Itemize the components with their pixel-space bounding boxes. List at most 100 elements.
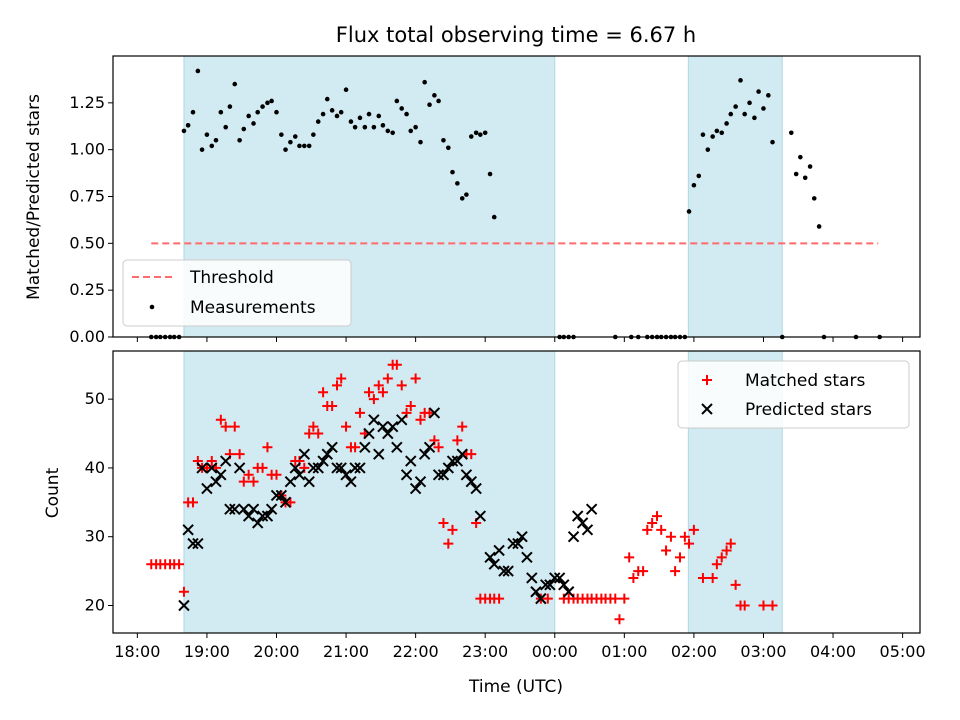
matched-star-marker — [336, 373, 347, 384]
matched-star-marker — [354, 407, 365, 418]
measurement-point — [348, 119, 354, 124]
measurement-point — [209, 143, 215, 149]
measurement-point — [399, 106, 405, 111]
predicted-star-marker — [293, 469, 306, 481]
legend-predicted-swatch — [701, 403, 713, 415]
measurement-point — [380, 123, 386, 128]
measurement-point — [473, 130, 479, 136]
bottom-plot-area: 20 30 40 50 18:00 19:00 20:00 21:00 22:00 23:00 00… — [85, 350, 926, 661]
measurement-point — [390, 130, 395, 136]
measurement-point — [770, 139, 775, 145]
measurement-point — [311, 132, 316, 137]
matched-star-marker — [656, 524, 667, 535]
measurement-point — [246, 113, 251, 119]
matched-star-marker — [647, 517, 658, 528]
predicted-star-marker — [335, 462, 347, 474]
predicted-star-marker — [224, 503, 236, 515]
measurement-point — [306, 143, 312, 149]
observing-span-1 — [688, 56, 783, 337]
legend-matched-swatch — [702, 375, 712, 385]
measurement-point — [761, 106, 766, 111]
measurement-point — [241, 126, 247, 132]
measurement-point — [357, 115, 363, 121]
predicted-star-marker — [247, 503, 260, 515]
x-tick-label: 20:00 — [253, 642, 299, 661]
measurement-point — [811, 196, 817, 201]
measurement-point — [418, 139, 423, 145]
measurement-point — [446, 145, 451, 151]
predicted-star-marker — [549, 572, 561, 584]
predicted-star-marker — [456, 448, 468, 460]
matched-star-marker — [220, 421, 231, 432]
measurement-point — [195, 68, 201, 74]
measurement-point — [302, 143, 307, 149]
measurement-point — [738, 78, 743, 83]
matched-star-marker — [433, 442, 444, 453]
bottom-y-axis-label: Count — [43, 467, 63, 518]
predicted-star-marker — [488, 558, 500, 570]
matched-star-marker — [716, 552, 727, 563]
matched-star-marker — [542, 593, 553, 604]
y-tick-label: 50 — [85, 389, 105, 408]
predicted-star-marker — [303, 475, 315, 488]
measurement-point — [251, 121, 256, 126]
measurement-point — [459, 196, 465, 201]
predicted-star-marker — [187, 537, 199, 550]
predicted-star-marker — [562, 586, 575, 598]
measurement-point — [315, 119, 321, 124]
measurement-point — [719, 130, 725, 136]
matched-star-marker — [248, 476, 259, 487]
measurement-point — [487, 171, 493, 177]
matched-star-marker — [174, 559, 185, 570]
matched-star-marker — [438, 517, 449, 528]
legend-threshold-label: Threshold — [189, 268, 274, 288]
predicted-star-marker — [256, 510, 269, 522]
measurement-point — [432, 93, 437, 98]
measurement-point — [213, 138, 219, 143]
measurement-point — [408, 128, 414, 134]
predicted-star-marker — [229, 503, 241, 515]
measurement-point — [279, 132, 284, 137]
bottom-legend: Matched stars Predicted stars — [677, 360, 910, 429]
matched-star-marker — [679, 531, 690, 542]
predicted-star-marker — [400, 469, 413, 481]
measurement-point — [227, 104, 233, 109]
matched-star-marker — [215, 414, 226, 425]
predicted-star-marker — [558, 579, 570, 591]
bottom-plot-frame — [112, 350, 921, 634]
measurement-point — [190, 109, 196, 115]
matched-star-marker — [405, 401, 416, 412]
observing-span-0 — [183, 351, 555, 633]
y-tick-label: 0.75 — [69, 187, 105, 206]
matched-star-marker — [377, 387, 388, 398]
predicted-star-marker — [484, 551, 496, 564]
matched-star-marker — [739, 600, 750, 611]
y-tick-label: 0.25 — [69, 280, 105, 299]
matched-star-marker — [382, 373, 393, 384]
predicted-star-marker — [428, 407, 441, 419]
matched-star-marker — [452, 435, 463, 446]
predicted-star-marker — [585, 503, 598, 515]
predicted-star-marker — [432, 469, 445, 481]
predicted-star-marker — [391, 441, 403, 454]
measurement-point — [455, 181, 460, 186]
predicted-star-marker — [373, 448, 385, 460]
matched-star-marker — [396, 380, 407, 391]
measurement-point — [742, 111, 747, 117]
matched-star-marker — [243, 469, 254, 480]
y-tick-label: 0.50 — [69, 233, 105, 252]
measurement-point — [686, 209, 692, 214]
matched-star-marker — [373, 380, 384, 391]
measurement-point — [724, 121, 729, 126]
top-plot-frame — [112, 55, 921, 338]
measurement-point — [394, 98, 400, 104]
predicted-star-marker — [201, 482, 213, 495]
legend-matched-label: Matched stars — [745, 371, 865, 391]
predicted-star-marker — [206, 462, 218, 474]
matched-star-marker — [457, 421, 468, 432]
x-tick-label: 03:00 — [740, 642, 786, 661]
predicted-star-marker — [405, 455, 417, 467]
measurement-point — [283, 147, 288, 152]
matched-star-marker — [257, 462, 268, 473]
